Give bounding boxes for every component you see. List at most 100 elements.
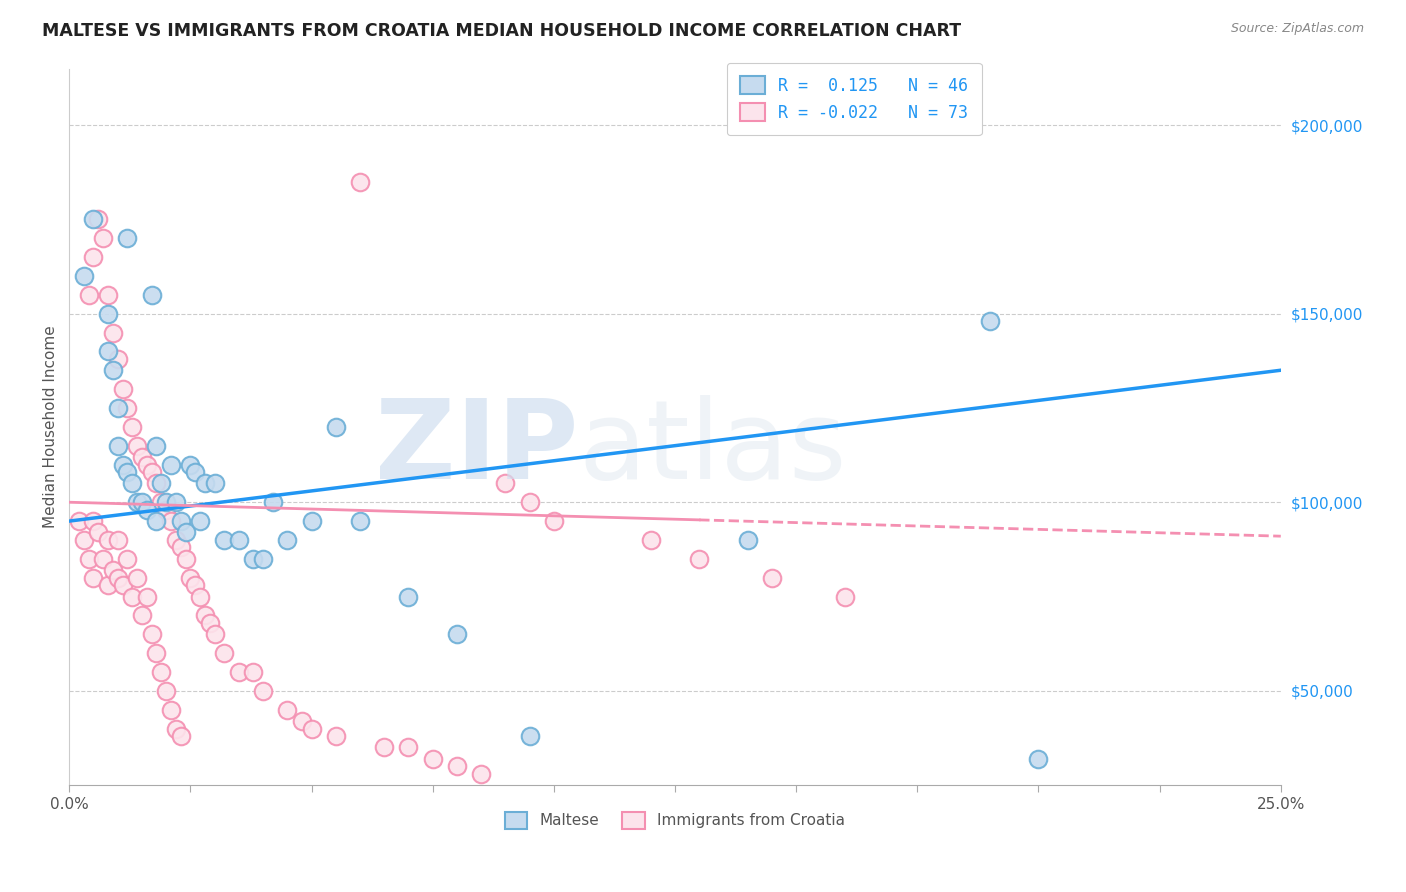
- Point: [125, 495, 148, 509]
- Point: [107, 571, 129, 585]
- Point: [117, 465, 139, 479]
- Point: [101, 363, 124, 377]
- Text: ZIP: ZIP: [375, 395, 578, 502]
- Point: [165, 533, 187, 547]
- Point: [422, 752, 444, 766]
- Text: atlas: atlas: [578, 395, 846, 502]
- Point: [155, 683, 177, 698]
- Y-axis label: Median Household Income: Median Household Income: [44, 326, 58, 528]
- Point: [214, 646, 236, 660]
- Point: [204, 476, 226, 491]
- Point: [111, 578, 134, 592]
- Point: [131, 450, 153, 464]
- Text: Source: ZipAtlas.com: Source: ZipAtlas.com: [1230, 22, 1364, 36]
- Point: [145, 514, 167, 528]
- Point: [170, 514, 193, 528]
- Point: [262, 495, 284, 509]
- Point: [325, 729, 347, 743]
- Text: MALTESE VS IMMIGRANTS FROM CROATIA MEDIAN HOUSEHOLD INCOME CORRELATION CHART: MALTESE VS IMMIGRANTS FROM CROATIA MEDIA…: [42, 22, 962, 40]
- Point: [160, 458, 183, 472]
- Point: [101, 563, 124, 577]
- Point: [276, 703, 298, 717]
- Point: [979, 314, 1001, 328]
- Point: [97, 533, 120, 547]
- Point: [170, 729, 193, 743]
- Point: [135, 502, 157, 516]
- Point: [242, 551, 264, 566]
- Point: [198, 615, 221, 630]
- Point: [97, 344, 120, 359]
- Point: [446, 627, 468, 641]
- Point: [252, 683, 274, 698]
- Point: [761, 571, 783, 585]
- Point: [111, 458, 134, 472]
- Point: [117, 551, 139, 566]
- Point: [97, 287, 120, 301]
- Point: [165, 495, 187, 509]
- Point: [291, 714, 314, 728]
- Point: [111, 382, 134, 396]
- Point: [179, 571, 201, 585]
- Point: [228, 533, 250, 547]
- Point: [150, 495, 173, 509]
- Point: [125, 571, 148, 585]
- Point: [117, 231, 139, 245]
- Point: [165, 722, 187, 736]
- Point: [107, 351, 129, 366]
- Point: [121, 419, 143, 434]
- Point: [194, 476, 217, 491]
- Point: [398, 590, 420, 604]
- Point: [194, 608, 217, 623]
- Point: [204, 627, 226, 641]
- Point: [87, 212, 110, 227]
- Point: [97, 578, 120, 592]
- Point: [301, 722, 323, 736]
- Point: [160, 514, 183, 528]
- Point: [135, 458, 157, 472]
- Point: [141, 627, 163, 641]
- Point: [135, 590, 157, 604]
- Point: [1028, 752, 1050, 766]
- Point: [145, 646, 167, 660]
- Point: [519, 495, 541, 509]
- Point: [446, 759, 468, 773]
- Point: [834, 590, 856, 604]
- Legend: Maltese, Immigrants from Croatia: Maltese, Immigrants from Croatia: [498, 805, 852, 835]
- Point: [170, 541, 193, 555]
- Point: [184, 578, 207, 592]
- Point: [73, 268, 96, 283]
- Point: [184, 465, 207, 479]
- Point: [67, 514, 90, 528]
- Point: [301, 514, 323, 528]
- Point: [494, 476, 516, 491]
- Point: [87, 525, 110, 540]
- Point: [174, 525, 197, 540]
- Point: [121, 590, 143, 604]
- Point: [107, 401, 129, 415]
- Point: [73, 533, 96, 547]
- Point: [131, 495, 153, 509]
- Point: [107, 439, 129, 453]
- Point: [131, 608, 153, 623]
- Point: [82, 514, 104, 528]
- Point: [179, 458, 201, 472]
- Point: [519, 729, 541, 743]
- Point: [188, 590, 211, 604]
- Point: [117, 401, 139, 415]
- Point: [242, 665, 264, 679]
- Point: [155, 502, 177, 516]
- Point: [737, 533, 759, 547]
- Point: [97, 307, 120, 321]
- Point: [125, 439, 148, 453]
- Point: [470, 766, 492, 780]
- Point: [214, 533, 236, 547]
- Point: [82, 250, 104, 264]
- Point: [150, 476, 173, 491]
- Point: [107, 533, 129, 547]
- Point: [640, 533, 662, 547]
- Point: [398, 740, 420, 755]
- Point: [228, 665, 250, 679]
- Point: [188, 514, 211, 528]
- Point: [325, 419, 347, 434]
- Point: [160, 703, 183, 717]
